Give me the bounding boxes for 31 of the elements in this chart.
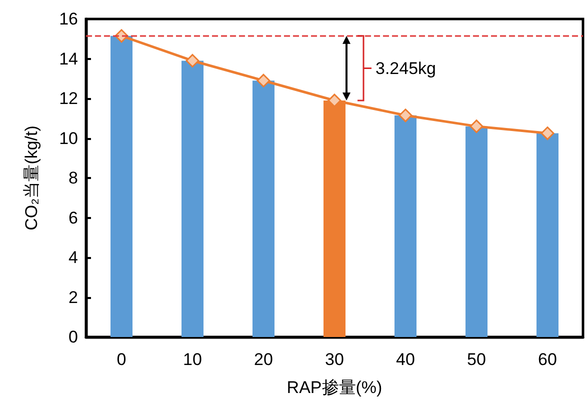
point xyxy=(328,94,342,108)
point xyxy=(256,74,270,88)
x-tick-label: 40 xyxy=(396,350,415,369)
point xyxy=(540,126,554,140)
y-tick-label: 14 xyxy=(59,49,78,68)
x-tick-label: 30 xyxy=(325,350,344,369)
y-axis-title: CO₂当量(kg/t) xyxy=(22,126,41,230)
bar xyxy=(252,80,274,337)
y-tick-label: 10 xyxy=(59,128,78,148)
y-tick-label: 4 xyxy=(68,248,78,267)
y-tick-label: 2 xyxy=(68,288,78,307)
y-tick-label: 6 xyxy=(68,208,78,228)
bar xyxy=(536,133,558,337)
y-tick-label: 0 xyxy=(68,328,78,346)
y-tick-label: 8 xyxy=(68,168,78,188)
point xyxy=(398,108,412,122)
y-tick-label: 16 xyxy=(59,10,78,28)
point xyxy=(186,54,200,68)
x-tick-label: 20 xyxy=(254,350,273,369)
x-tick-label: 10 xyxy=(183,350,202,369)
bar xyxy=(466,126,488,337)
bar xyxy=(110,36,132,337)
x-axis-title: RAP掺量(%) xyxy=(286,378,382,397)
x-tick-label: 0 xyxy=(116,350,126,369)
point xyxy=(470,120,484,134)
x-tick-label: 50 xyxy=(467,350,486,369)
bar xyxy=(394,115,416,337)
annotation: 3.245kg xyxy=(376,59,436,78)
x-tick-label: 60 xyxy=(538,350,557,369)
bar xyxy=(182,60,204,337)
y-tick-label: 12 xyxy=(59,89,78,108)
